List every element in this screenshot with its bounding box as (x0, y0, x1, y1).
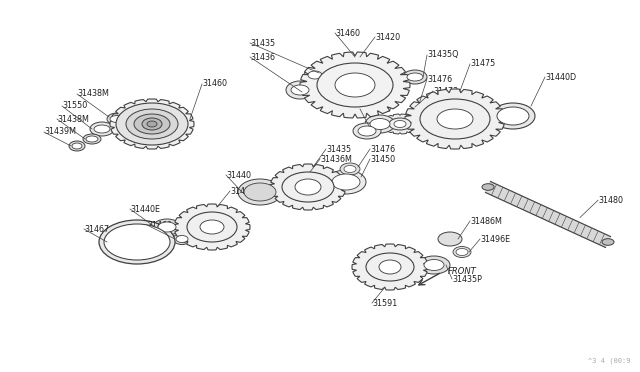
Ellipse shape (379, 260, 401, 274)
Ellipse shape (187, 212, 237, 242)
Ellipse shape (340, 163, 360, 175)
Polygon shape (174, 204, 250, 250)
Text: 31436: 31436 (250, 52, 275, 61)
Ellipse shape (99, 220, 175, 264)
Ellipse shape (142, 118, 162, 130)
Ellipse shape (282, 172, 334, 202)
Ellipse shape (72, 143, 82, 149)
Ellipse shape (403, 70, 427, 84)
Ellipse shape (238, 179, 282, 205)
Ellipse shape (437, 109, 473, 129)
Text: 31550: 31550 (62, 102, 87, 110)
Text: 31440D: 31440D (360, 105, 391, 113)
Text: 31435: 31435 (250, 38, 275, 48)
Polygon shape (486, 182, 611, 247)
Ellipse shape (308, 71, 322, 79)
Text: 31473: 31473 (433, 87, 458, 96)
Ellipse shape (326, 170, 366, 194)
Text: 31460: 31460 (202, 80, 227, 89)
Ellipse shape (602, 239, 614, 245)
Ellipse shape (424, 260, 444, 270)
Polygon shape (382, 114, 418, 134)
Text: 31496E: 31496E (480, 234, 510, 244)
Ellipse shape (147, 121, 157, 127)
Text: FRONT: FRONT (448, 267, 477, 276)
Ellipse shape (176, 235, 188, 243)
Ellipse shape (107, 113, 127, 125)
Ellipse shape (304, 68, 326, 82)
Ellipse shape (491, 103, 535, 129)
Ellipse shape (126, 109, 178, 139)
Polygon shape (300, 52, 410, 118)
Ellipse shape (497, 107, 529, 125)
Ellipse shape (482, 184, 494, 190)
Ellipse shape (344, 166, 356, 173)
Ellipse shape (158, 222, 176, 232)
Text: 31450: 31450 (370, 154, 395, 164)
Ellipse shape (389, 118, 411, 130)
Text: 31440D: 31440D (545, 73, 576, 81)
Ellipse shape (200, 220, 224, 234)
Text: 31460: 31460 (335, 29, 360, 38)
Text: 31435: 31435 (326, 144, 351, 154)
Text: 31475: 31475 (470, 60, 495, 68)
Ellipse shape (365, 115, 395, 133)
Ellipse shape (134, 114, 170, 134)
Text: 31467: 31467 (84, 224, 109, 234)
Text: 31440: 31440 (226, 170, 251, 180)
Text: 31438M: 31438M (77, 90, 109, 99)
Ellipse shape (407, 73, 423, 81)
Ellipse shape (418, 256, 450, 274)
Ellipse shape (291, 85, 309, 95)
Text: 31436M: 31436M (320, 154, 352, 164)
Text: 31438M: 31438M (57, 115, 89, 124)
Polygon shape (270, 164, 346, 210)
Text: 31486M: 31486M (470, 217, 502, 225)
Text: 31476: 31476 (370, 144, 395, 154)
Ellipse shape (456, 248, 468, 256)
Ellipse shape (438, 232, 462, 246)
Polygon shape (110, 99, 194, 149)
Text: 31469: 31469 (147, 221, 172, 230)
Polygon shape (352, 244, 428, 290)
Ellipse shape (116, 103, 188, 145)
Text: 31439M: 31439M (44, 128, 76, 137)
Ellipse shape (286, 81, 314, 99)
Ellipse shape (420, 99, 490, 139)
Text: 31476: 31476 (427, 74, 452, 83)
Ellipse shape (90, 122, 114, 136)
Ellipse shape (335, 73, 375, 97)
Ellipse shape (332, 174, 360, 190)
Ellipse shape (358, 126, 376, 136)
Ellipse shape (83, 134, 101, 144)
Text: 31435R: 31435R (230, 186, 260, 196)
Ellipse shape (453, 247, 471, 257)
Text: 31435P: 31435P (452, 275, 482, 283)
Text: 31591: 31591 (372, 298, 397, 308)
Ellipse shape (353, 123, 381, 139)
Ellipse shape (104, 224, 170, 260)
Polygon shape (405, 89, 505, 149)
Text: ^3 4 (00:9: ^3 4 (00:9 (588, 357, 630, 364)
Text: 31420: 31420 (375, 32, 400, 42)
Ellipse shape (173, 234, 191, 244)
Ellipse shape (244, 183, 276, 201)
Text: 31440E: 31440E (130, 205, 160, 214)
Text: 31435Q: 31435Q (427, 51, 458, 60)
Ellipse shape (153, 219, 181, 235)
Ellipse shape (366, 253, 414, 281)
Ellipse shape (370, 119, 390, 129)
Ellipse shape (295, 179, 321, 195)
Ellipse shape (69, 141, 85, 151)
Ellipse shape (110, 115, 124, 122)
Ellipse shape (394, 121, 406, 128)
Ellipse shape (86, 136, 98, 142)
Text: 31480: 31480 (598, 196, 623, 205)
Ellipse shape (94, 125, 110, 133)
Ellipse shape (317, 63, 393, 107)
